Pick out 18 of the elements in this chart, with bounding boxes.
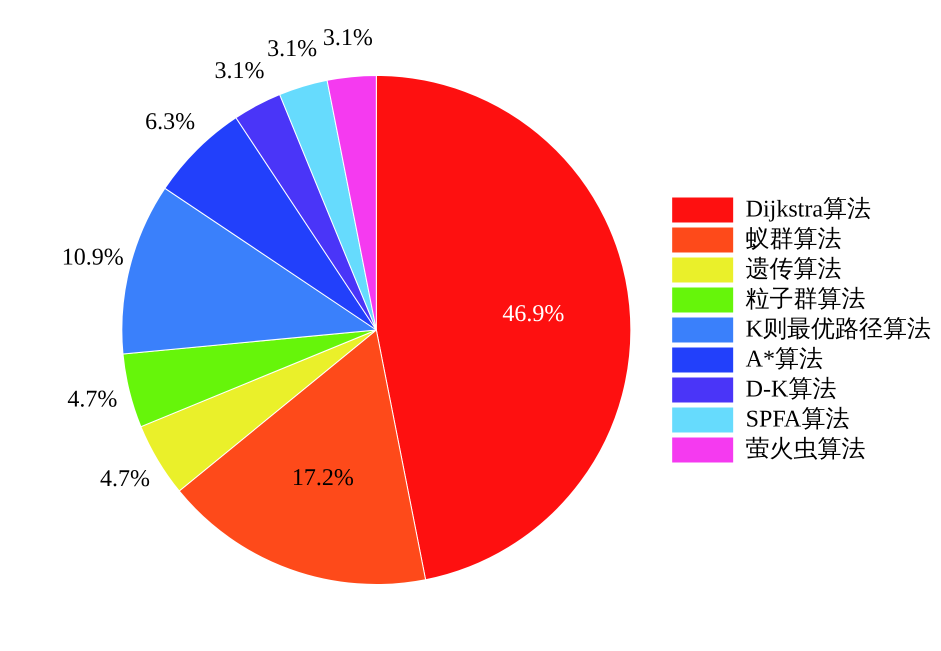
data-label: 10.9% xyxy=(62,244,124,270)
legend-label: SPFA算法 xyxy=(746,406,850,432)
legend-label: K则最优路径算法 xyxy=(746,316,932,342)
data-label: 3.1% xyxy=(267,36,318,62)
legend-label: 萤火虫算法 xyxy=(746,436,866,462)
legend-label: 粒子群算法 xyxy=(746,286,866,312)
data-label: 6.3% xyxy=(145,108,196,135)
data-label: 3.1% xyxy=(322,25,373,52)
legend-label: 遗传算法 xyxy=(746,256,842,282)
legend-label: D-K算法 xyxy=(746,376,836,402)
legend-label: A*算法 xyxy=(746,346,824,372)
legend-label: 蚁群算法 xyxy=(746,226,842,252)
data-label: 46.9% xyxy=(502,300,564,327)
legend-label: Dijkstra算法 xyxy=(746,196,871,222)
data-label: 4.7% xyxy=(67,386,118,412)
data-label: 3.1% xyxy=(214,58,264,84)
data-label: 17.2% xyxy=(292,464,354,491)
data-label: 4.7% xyxy=(100,466,150,492)
